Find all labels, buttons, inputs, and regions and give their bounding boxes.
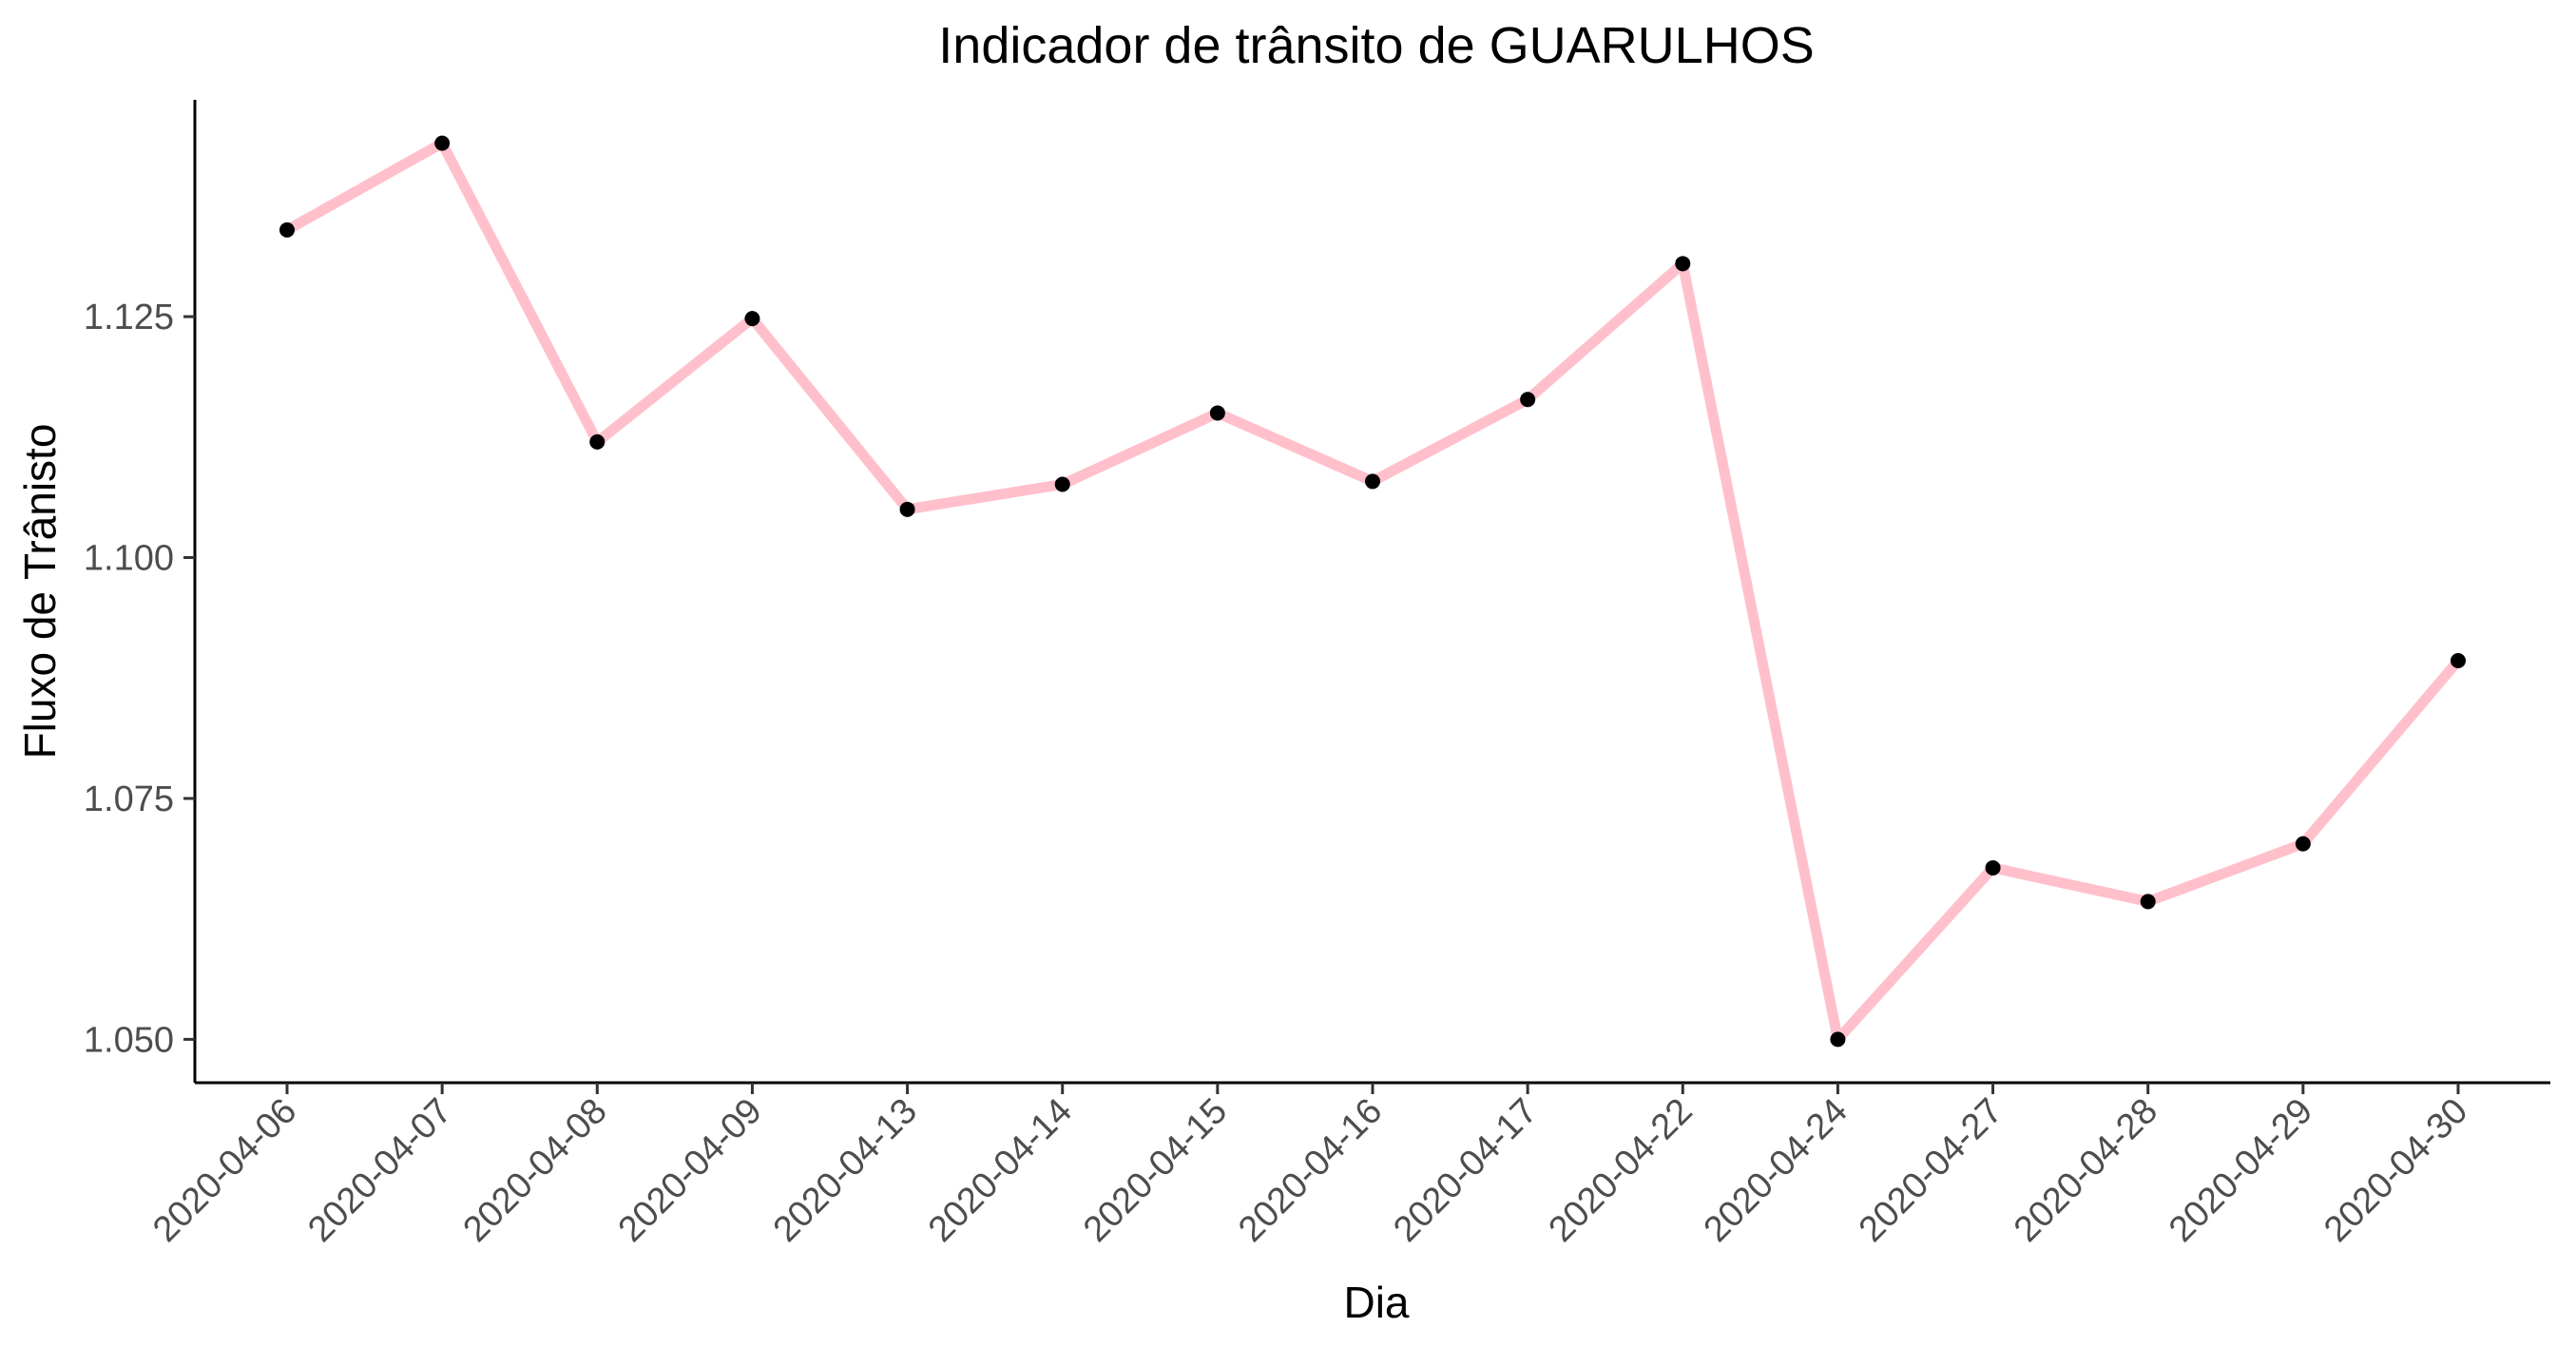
- axes: [193, 100, 2550, 1085]
- data-point: [2140, 894, 2156, 910]
- data-point: [434, 135, 451, 151]
- data-point: [899, 501, 915, 517]
- data-point: [744, 311, 760, 327]
- chart-title: Indicador de trânsito de GUARULHOS: [938, 17, 1814, 74]
- x-tick-label: 2020-04-16: [1231, 1091, 1390, 1250]
- y-tick-label: 1.075: [84, 779, 174, 819]
- x-tick-label: 2020-04-08: [455, 1091, 614, 1250]
- x-tick-label: 2020-04-27: [1852, 1091, 2010, 1250]
- series-line: [281, 138, 2464, 1045]
- x-tick-label: 2020-04-13: [766, 1091, 925, 1250]
- x-tick-label: 2020-04-07: [300, 1091, 459, 1250]
- x-tick-label: 2020-04-24: [1697, 1091, 1855, 1250]
- x-tick-label: 2020-04-30: [2316, 1091, 2475, 1250]
- x-axis-title: Dia: [1343, 1278, 1409, 1327]
- x-axis-ticks: 2020-04-062020-04-072020-04-082020-04-09…: [145, 1083, 2475, 1250]
- x-tick-label: 2020-04-29: [2162, 1091, 2320, 1250]
- data-point: [1830, 1031, 1846, 1048]
- x-tick-label: 2020-04-28: [2007, 1091, 2165, 1250]
- data-point: [1520, 392, 1536, 408]
- x-tick-label: 2020-04-06: [145, 1091, 304, 1250]
- data-point: [1054, 476, 1070, 492]
- x-tick-label: 2020-04-17: [1386, 1091, 1545, 1250]
- y-axis-title: Fluxo de Trânisto: [15, 424, 65, 760]
- data-point: [2295, 836, 2311, 852]
- data-point: [1365, 473, 1380, 490]
- x-tick-label: 2020-04-15: [1076, 1091, 1235, 1250]
- x-tick-label: 2020-04-14: [921, 1091, 1080, 1250]
- x-tick-label: 2020-04-22: [1541, 1091, 1700, 1250]
- data-point: [279, 221, 295, 238]
- y-tick-label: 1.125: [84, 298, 174, 337]
- y-tick-label: 1.100: [84, 539, 174, 579]
- y-tick-label: 1.050: [84, 1020, 174, 1060]
- data-point: [1985, 859, 2001, 876]
- data-point: [1209, 405, 1225, 421]
- x-tick-label: 2020-04-09: [611, 1091, 770, 1250]
- data-point: [2451, 652, 2466, 668]
- data-point: [1675, 256, 1691, 272]
- data-point: [589, 433, 606, 450]
- series-layer: [279, 135, 2466, 1048]
- y-axis-ticks: 1.050 1.075 1.100 1.125: [84, 298, 195, 1060]
